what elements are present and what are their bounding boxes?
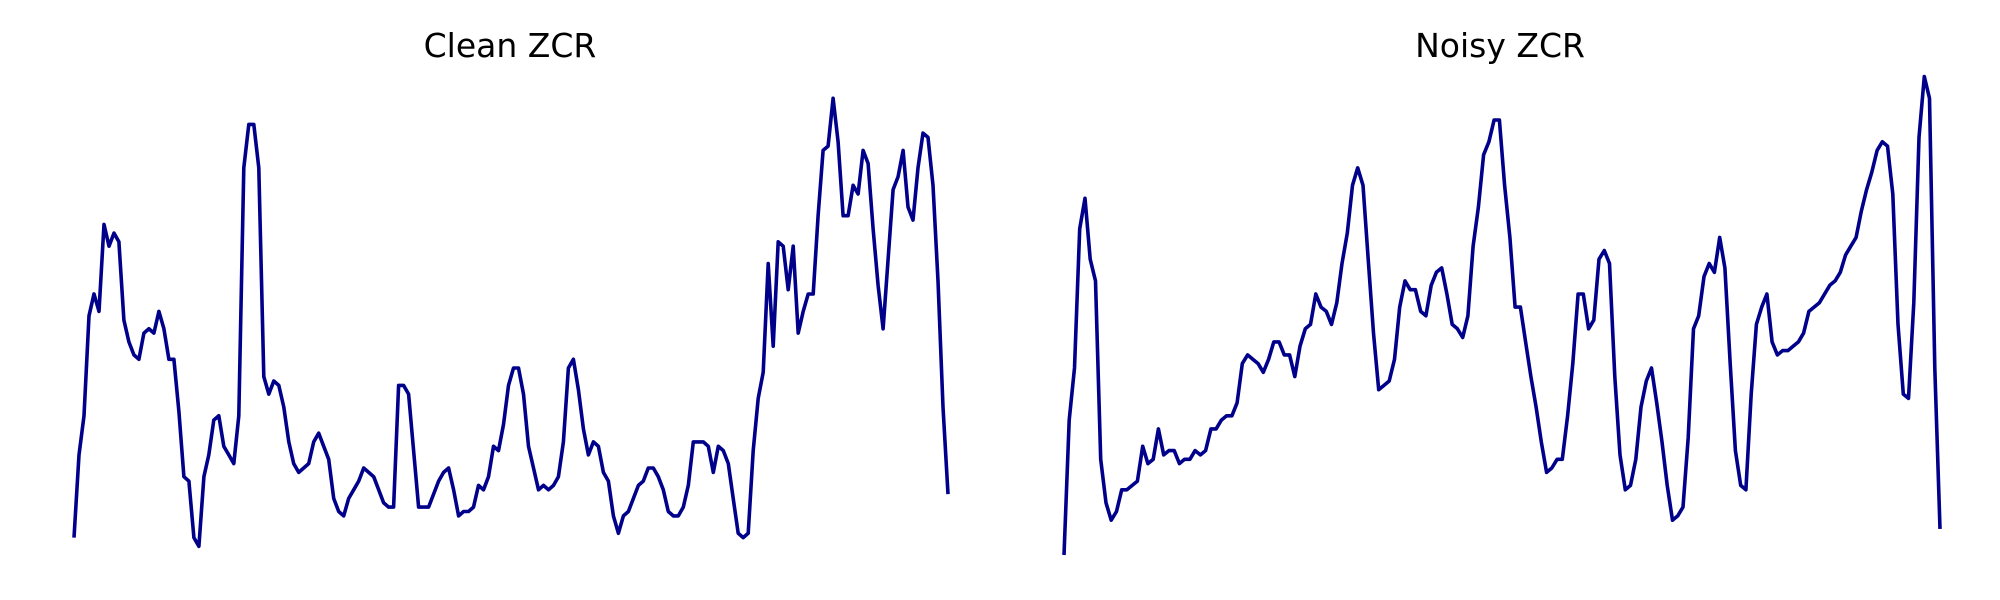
noisy-zcr-line (1062, 74, 1942, 556)
clean-zcr-line (72, 96, 950, 549)
clean-zcr-title: Clean ZCR (424, 26, 597, 65)
noisy-zcr-chart: Noisy ZCR (1062, 26, 1942, 556)
clean-zcr-chart: Clean ZCR (72, 26, 950, 549)
noisy-zcr-title: Noisy ZCR (1415, 26, 1585, 65)
